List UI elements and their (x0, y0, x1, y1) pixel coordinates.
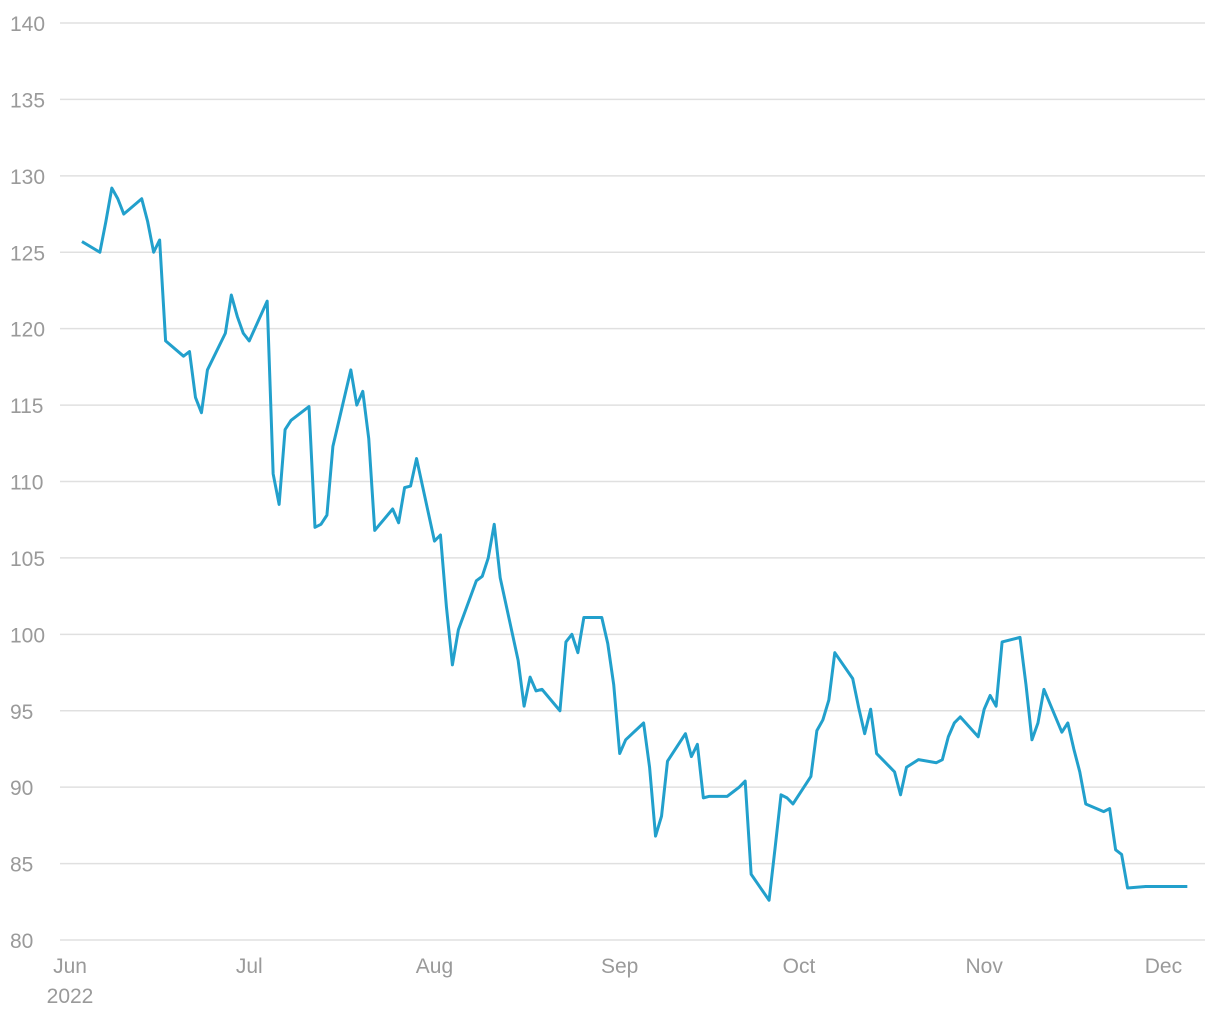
y-tick-label: 85 (10, 854, 33, 877)
x-year-label: 2022 (47, 985, 94, 1008)
x-tick-label: Oct (783, 955, 816, 978)
y-tick-label: 140 (10, 13, 45, 36)
x-tick-label: Jun (53, 955, 87, 978)
y-tick-label: 100 (10, 624, 45, 647)
price-line (81, 186, 1188, 902)
y-tick-label: 110 (10, 472, 43, 495)
x-tick-label: Jul (236, 955, 263, 978)
y-tick-label: 120 (10, 319, 45, 342)
y-tick-label: 105 (10, 548, 45, 571)
x-tick-label: Aug (416, 955, 453, 978)
y-tick-label: 135 (10, 89, 45, 112)
y-tick-label: 130 (10, 166, 45, 189)
x-tick-label: Sep (601, 955, 638, 978)
x-tick-label: Dec (1145, 955, 1182, 978)
y-tick-label: 90 (10, 777, 33, 800)
x-tick-label: Nov (965, 955, 1003, 978)
y-tick-label: 80 (10, 930, 33, 953)
y-tick-label: 95 (10, 701, 33, 724)
y-tick-label: 125 (10, 242, 45, 265)
y-tick-label: 115 (10, 395, 43, 418)
